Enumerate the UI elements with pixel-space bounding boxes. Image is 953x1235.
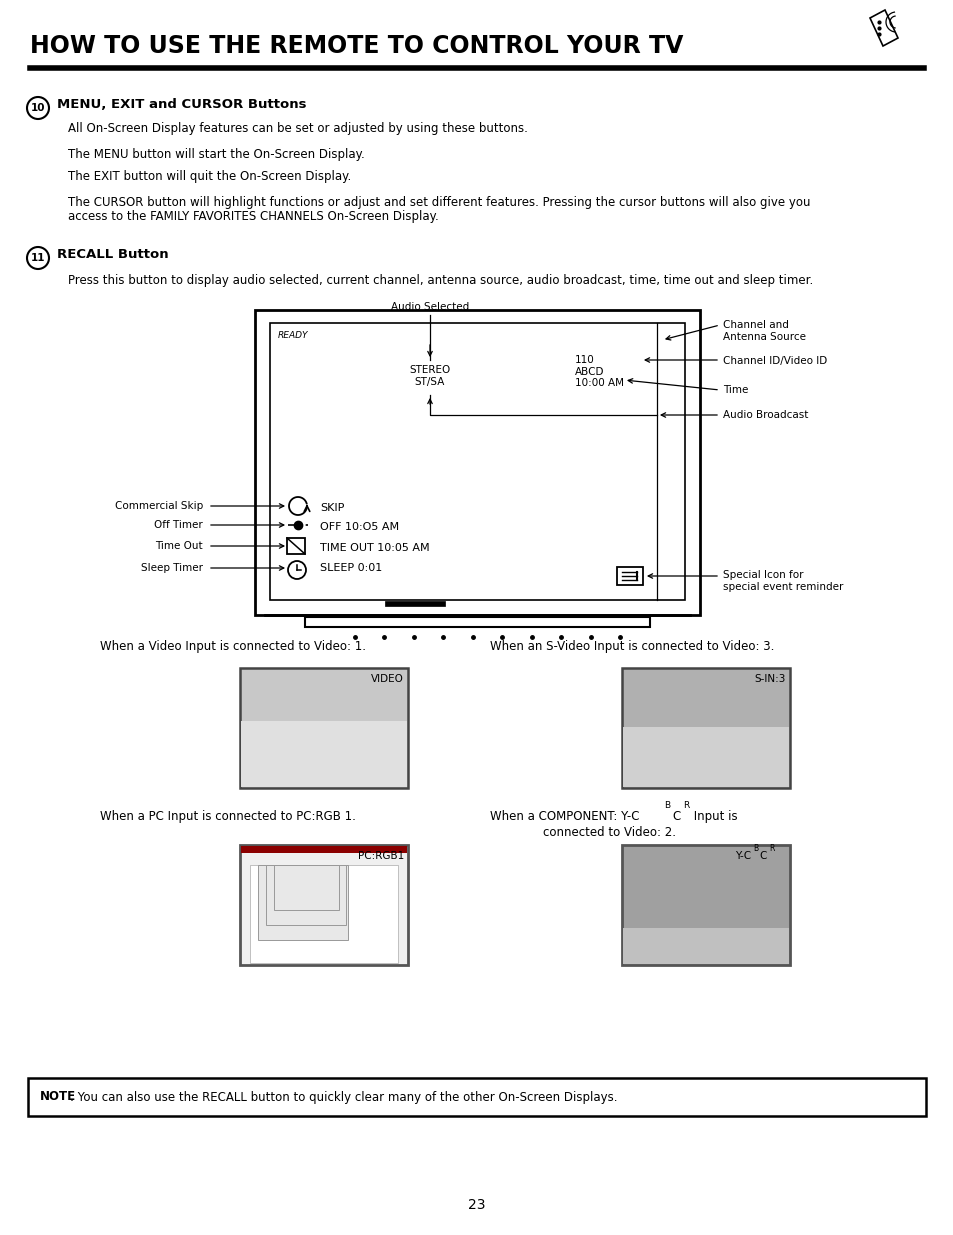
Text: READY: READY xyxy=(277,331,308,340)
Text: B: B xyxy=(663,802,669,810)
Text: 110
ABCD
10:00 AM: 110 ABCD 10:00 AM xyxy=(575,354,623,388)
Text: C: C xyxy=(671,810,679,823)
Text: 10: 10 xyxy=(30,103,45,112)
Text: The CURSOR button will highlight functions or adjust and set different features.: The CURSOR button will highlight functio… xyxy=(68,196,810,209)
Text: Special Icon for
special event reminder: Special Icon for special event reminder xyxy=(722,571,842,592)
Bar xyxy=(621,668,789,788)
Text: RECALL Button: RECALL Button xyxy=(57,247,169,261)
Text: Time: Time xyxy=(722,385,747,395)
Bar xyxy=(241,721,407,787)
Text: S-IN:3: S-IN:3 xyxy=(754,674,785,684)
Text: STEREO
ST/SA: STEREO ST/SA xyxy=(409,366,450,387)
Text: VIDEO: VIDEO xyxy=(371,674,403,684)
Bar xyxy=(270,324,684,600)
Bar xyxy=(287,538,305,555)
Bar xyxy=(28,1078,925,1116)
Text: Channel ID/Video ID: Channel ID/Video ID xyxy=(722,356,826,366)
Bar xyxy=(305,618,649,627)
Text: MENU, EXIT and CURSOR Buttons: MENU, EXIT and CURSOR Buttons xyxy=(57,98,306,110)
Text: Off Timer: Off Timer xyxy=(154,520,203,530)
Text: The EXIT button will quit the On-Screen Display.: The EXIT button will quit the On-Screen … xyxy=(68,170,351,183)
Bar xyxy=(266,864,346,925)
Text: TIME OUT 10:05 AM: TIME OUT 10:05 AM xyxy=(319,543,429,553)
Text: 11: 11 xyxy=(30,253,45,263)
Text: All On-Screen Display features can be set or adjusted by using these buttons.: All On-Screen Display features can be se… xyxy=(68,122,527,135)
Bar xyxy=(254,310,700,615)
Text: PC:RGB1: PC:RGB1 xyxy=(357,851,403,861)
Text: Input is: Input is xyxy=(689,810,737,823)
Text: R: R xyxy=(682,802,688,810)
Bar xyxy=(257,864,348,940)
Bar xyxy=(385,601,444,606)
Text: NOTE: NOTE xyxy=(40,1091,76,1104)
Text: OFF 10:O5 AM: OFF 10:O5 AM xyxy=(319,522,398,532)
Bar xyxy=(622,927,788,965)
Text: HOW TO USE THE REMOTE TO CONTROL YOUR TV: HOW TO USE THE REMOTE TO CONTROL YOUR TV xyxy=(30,35,682,58)
Text: Sleep Timer: Sleep Timer xyxy=(141,563,203,573)
Bar xyxy=(617,567,642,585)
Text: Y-C: Y-C xyxy=(734,851,750,861)
Text: Audio Selected: Audio Selected xyxy=(391,303,469,312)
Text: B: B xyxy=(752,844,758,853)
Text: When a PC Input is connected to PC:RGB 1.: When a PC Input is connected to PC:RGB 1… xyxy=(100,810,355,823)
Bar xyxy=(622,727,788,787)
Bar xyxy=(240,668,408,788)
Text: : You can also use the RECALL button to quickly clear many of the other On-Scree: : You can also use the RECALL button to … xyxy=(70,1091,617,1104)
Bar xyxy=(621,845,789,965)
Text: The MENU button will start the On-Screen Display.: The MENU button will start the On-Screen… xyxy=(68,148,364,161)
Text: Channel and
Antenna Source: Channel and Antenna Source xyxy=(722,320,805,342)
Bar xyxy=(274,864,338,910)
Text: When a COMPONENT: Y-C: When a COMPONENT: Y-C xyxy=(490,810,639,823)
Text: R: R xyxy=(768,844,774,853)
Text: SKIP: SKIP xyxy=(319,503,344,513)
Bar xyxy=(240,845,408,965)
Text: Commercial Skip: Commercial Skip xyxy=(114,501,203,511)
Text: 23: 23 xyxy=(468,1198,485,1212)
Bar xyxy=(250,864,397,963)
Text: Audio Broadcast: Audio Broadcast xyxy=(722,410,807,420)
Text: When an S-Video Input is connected to Video: 3.: When an S-Video Input is connected to Vi… xyxy=(490,640,774,653)
Text: Time Out: Time Out xyxy=(155,541,203,551)
Text: When a Video Input is connected to Video: 1.: When a Video Input is connected to Video… xyxy=(100,640,366,653)
Text: connected to Video: 2.: connected to Video: 2. xyxy=(543,826,676,839)
Text: C: C xyxy=(759,851,765,861)
Text: access to the FAMILY FAVORITES CHANNELS On-Screen Display.: access to the FAMILY FAVORITES CHANNELS … xyxy=(68,210,438,224)
Text: SLEEP 0:01: SLEEP 0:01 xyxy=(319,563,382,573)
Bar xyxy=(241,846,407,853)
Text: Press this button to display audio selected, current channel, antenna source, au: Press this button to display audio selec… xyxy=(68,274,812,287)
